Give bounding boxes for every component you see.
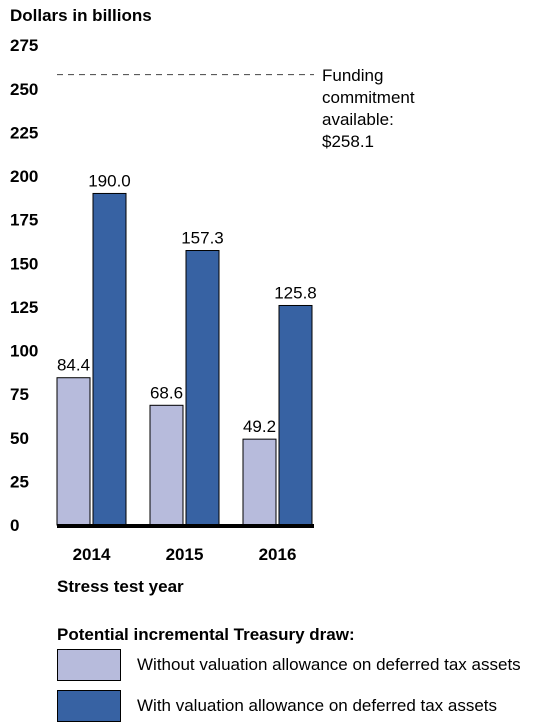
- y-tick-label-225: 225: [10, 123, 38, 142]
- bar-2015-series-2: [185, 250, 220, 526]
- y-tick-label-100: 100: [10, 342, 38, 361]
- reference-line-annotation: Funding commitment available: $258.1: [322, 65, 415, 153]
- legend-swatch-without-allowance: [57, 649, 121, 681]
- reference-label-line-3: available:: [322, 110, 394, 129]
- y-tick-label-50: 50: [10, 429, 29, 448]
- data-label-2015-series-2: 157.3: [181, 229, 224, 248]
- reference-label-line-2: commitment: [322, 88, 415, 107]
- bar-2014-series-1: [56, 377, 91, 526]
- x-tick-label-2014: 2014: [73, 545, 111, 564]
- y-tick-label-75: 75: [10, 385, 29, 404]
- y-axis-title: Dollars in billions: [10, 6, 152, 25]
- legend-title: Potential incremental Treasury draw:: [57, 625, 355, 644]
- data-label-2015-series-1: 68.6: [150, 383, 183, 402]
- data-label-2014-series-2: 190.0: [88, 171, 131, 190]
- y-tick-label-275: 275: [10, 36, 38, 55]
- legend-label-with-allowance: With valuation allowance on deferred tax…: [137, 696, 498, 715]
- y-tick-label-150: 150: [10, 254, 38, 273]
- legend-swatch-with-allowance: [57, 690, 121, 722]
- legend-label-without-allowance: Without valuation allowance on deferred …: [137, 655, 521, 674]
- bar-2015-series-1: [149, 404, 184, 526]
- x-tick-label-2016: 2016: [259, 545, 297, 564]
- y-tick-label-175: 175: [10, 211, 38, 230]
- reference-label-line-1: Funding: [322, 66, 384, 85]
- y-tick-label-200: 200: [10, 167, 38, 186]
- data-label-2016-series-2: 125.8: [274, 283, 317, 302]
- legend-item-without-allowance: Without valuation allowance on deferred …: [57, 649, 521, 681]
- bar-2016-series-1: [242, 438, 277, 526]
- data-label-2014-series-1: 84.4: [57, 356, 90, 375]
- reference-label-line-4: $258.1: [322, 132, 374, 151]
- y-tick-label-25: 25: [10, 472, 29, 491]
- legend-item-with-allowance: With valuation allowance on deferred tax…: [57, 690, 497, 722]
- bar-2014-series-2: [92, 192, 127, 526]
- x-tick-label-2015: 2015: [166, 545, 204, 564]
- bar-2016-series-2: [278, 304, 313, 526]
- y-tick-label-250: 250: [10, 80, 38, 99]
- x-axis-title: Stress test year: [57, 577, 184, 596]
- data-label-2016-series-1: 49.2: [243, 417, 276, 436]
- y-tick-label-125: 125: [10, 298, 38, 317]
- y-tick-label-0: 0: [10, 516, 19, 535]
